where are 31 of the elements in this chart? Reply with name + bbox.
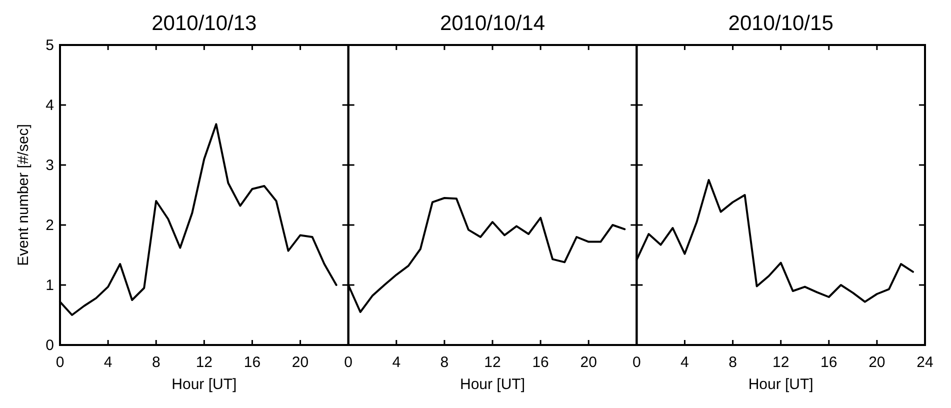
y-tick-label: 5 [46, 37, 54, 54]
x-tick-label: 8 [440, 354, 449, 371]
chart-title: 2010/10/14 [440, 12, 546, 35]
x-tick-label: 12 [196, 354, 213, 371]
chart-title: 2010/10/13 [152, 12, 257, 35]
x-tick-label: 16 [532, 354, 549, 371]
y-tick-label: 0 [46, 337, 54, 354]
x-tick-label: 4 [680, 354, 689, 371]
x-tick-label: 12 [772, 354, 790, 371]
y-tick-label: 1 [46, 277, 54, 294]
x-tick-label: 4 [104, 354, 112, 371]
y-tick-label: 3 [46, 157, 54, 174]
x-tick-label: 16 [820, 354, 838, 371]
chart-title: 2010/10/15 [728, 12, 834, 35]
x-tick-label: 8 [728, 354, 737, 371]
x-tick-label: 20 [292, 354, 309, 371]
x-tick-label: 4 [392, 354, 401, 371]
x-tick-label: 8 [152, 354, 160, 371]
y-tick-label: 2 [46, 217, 54, 234]
x-tick-label: 20 [868, 354, 886, 371]
x-tick-label: 20 [580, 354, 597, 371]
y-axis-title: Event number [#/sec] [15, 124, 32, 266]
x-tick-label: 24 [916, 354, 934, 371]
x-tick-label: 0 [632, 354, 641, 371]
x-axis-title: Hour [UT] [172, 376, 237, 393]
x-axis-title: Hour [UT] [460, 376, 526, 393]
x-tick-label: 16 [244, 354, 261, 371]
x-tick-label: 0 [344, 354, 353, 371]
y-tick-label: 4 [46, 97, 54, 114]
x-axis-title: Hour [UT] [748, 376, 814, 393]
x-tick-label: 12 [484, 354, 501, 371]
